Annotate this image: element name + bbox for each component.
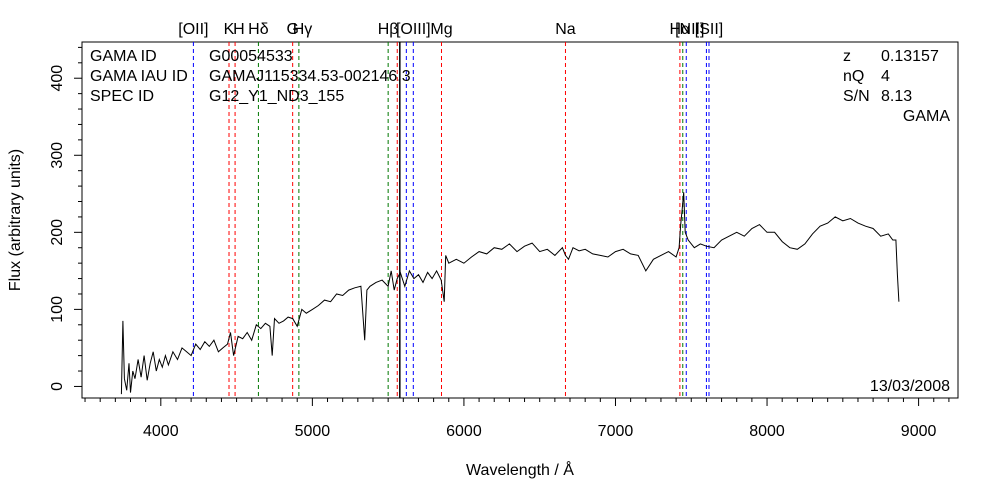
gama-iau-id-value: GAMAJ115334.53-002146.3 — [209, 68, 411, 85]
line-label-5: Hγ — [293, 21, 313, 38]
line-label-10: Hα — [669, 21, 690, 38]
x-tick-label: 4000 — [143, 423, 179, 440]
observation-date: 13/03/2008 — [870, 378, 950, 395]
y-axis: 0 100 200 300 400 — [49, 46, 82, 391]
survey-label: GAMA — [903, 108, 950, 125]
nq-key: nQ — [843, 68, 864, 85]
line-label-12: [SII] — [695, 21, 723, 38]
line-label-2: H — [233, 21, 245, 38]
spectral-line-markers — [192, 42, 710, 398]
spectral-line-labels: [OII] KH Hδ GHγ Hβ[OIII] Mg Na Hα[NII][SII] — [178, 21, 723, 38]
line-label-11: [NII] — [675, 21, 704, 38]
nq-value: 4 — [881, 68, 890, 85]
line-label-0: [OII] — [178, 21, 208, 38]
info-left: GAMA ID G00054533 GAMA IAU ID GAMAJ11533… — [90, 48, 411, 105]
redshift-key: z — [843, 48, 851, 65]
info-right: z 0.13157 nQ 4 S/N 8.13 GAMA — [843, 48, 950, 125]
x-tick-label: 5000 — [295, 423, 331, 440]
line-label-8: Mg — [430, 21, 452, 38]
redshift-value: 0.13157 — [881, 48, 939, 65]
line-label-9: Na — [555, 21, 576, 38]
line-label-7: [OIII] — [396, 21, 431, 38]
gama-id-key: GAMA ID — [90, 48, 157, 65]
sn-value: 8.13 — [881, 88, 912, 105]
y-tick-label: 100 — [49, 296, 66, 323]
spec-id-value: G12_Y1_ND3_155 — [209, 88, 344, 105]
x-tick-label: 8000 — [749, 423, 785, 440]
y-tick-label: 0 — [49, 382, 66, 391]
x-tick-label: 7000 — [598, 423, 634, 440]
x-tick-label: 6000 — [446, 423, 482, 440]
gama-iau-id-key: GAMA IAU ID — [90, 68, 188, 85]
plot-frame — [81, 41, 959, 399]
y-tick-label: 400 — [49, 65, 66, 92]
line-label-1: K — [224, 21, 235, 38]
y-tick-label: 200 — [49, 219, 66, 246]
line-label-3: Hδ — [248, 21, 269, 38]
line-label-6: Hβ — [378, 21, 399, 38]
y-axis-label: Flux (arbitrary units) — [7, 149, 24, 291]
x-axis: 4000 5000 6000 7000 8000 9000 — [84, 398, 950, 440]
spectrum-line — [120, 192, 900, 395]
x-axis-label: Wavelength / Å — [466, 460, 574, 479]
spec-id-key: SPEC ID — [90, 88, 154, 105]
gama-id-value: G00054533 — [209, 48, 293, 65]
y-tick-label: 300 — [49, 142, 66, 169]
x-tick-label: 9000 — [901, 423, 937, 440]
line-label-4: G — [286, 21, 298, 38]
sn-key: S/N — [843, 88, 870, 105]
